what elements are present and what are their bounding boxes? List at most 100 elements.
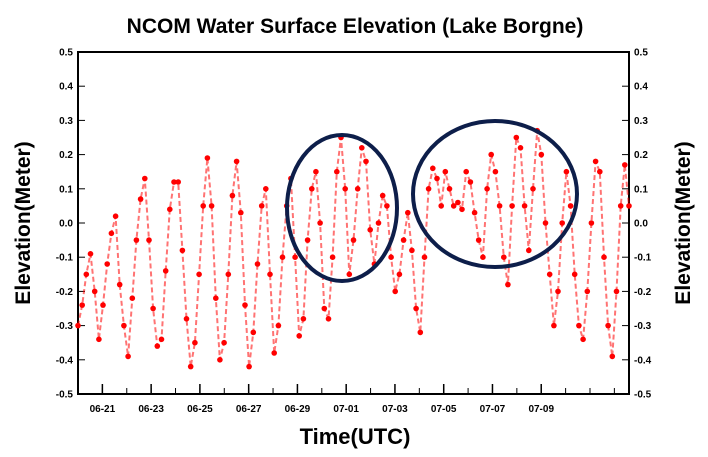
series-point	[509, 203, 515, 209]
series-point	[475, 237, 482, 243]
series-point	[200, 203, 206, 209]
y-axis-title-right: Elevation(Meter)	[672, 141, 695, 304]
series-point	[204, 155, 211, 161]
series-point	[542, 220, 549, 226]
y-tick-label-right: 0.4	[634, 82, 648, 93]
series-point	[350, 237, 357, 243]
y-axis-right: 0.5 0.4 0.3 0.2 0.1 0.0 -0.1 -0.2 -0.3 -0.4 -0.5	[622, 48, 652, 401]
x-tick-label: 07-01	[333, 404, 359, 415]
series-point	[580, 336, 586, 343]
series-point	[538, 151, 545, 158]
x-tick-label: 07-07	[480, 404, 506, 415]
series-point	[150, 305, 156, 312]
series-point	[238, 209, 244, 216]
series-point	[617, 203, 624, 209]
y-tick-label-right: 0.0	[634, 219, 648, 230]
series-point	[342, 186, 349, 192]
series-point	[250, 329, 257, 336]
y-tick-label-left: 0.5	[59, 48, 73, 59]
series-point	[325, 316, 332, 322]
series-point	[91, 288, 98, 295]
y-tick-label-right: -0.3	[634, 321, 652, 332]
annotation-ellipse	[411, 119, 579, 269]
series-point	[225, 271, 232, 278]
series-point	[167, 206, 173, 213]
series-point	[622, 162, 628, 168]
series-point	[450, 203, 457, 209]
series-point	[75, 322, 81, 329]
x-tick-label: 07-09	[528, 404, 554, 415]
x-tick-label: 06-23	[138, 404, 164, 415]
series-point	[626, 203, 632, 209]
y-tick-label-right: -0.1	[634, 253, 652, 264]
y-tick-label-left: -0.5	[56, 390, 74, 401]
x-axis: 06-21 06-23 06-25 06-27 06-29 07-01 07-03 07-05…	[77, 384, 615, 415]
series-point	[196, 271, 202, 278]
series-point	[104, 261, 110, 267]
series-point	[505, 281, 511, 288]
annotation-ellipse	[285, 133, 399, 283]
x-tick-label: 06-25	[187, 404, 213, 415]
series-point	[405, 209, 411, 216]
series-point	[154, 343, 161, 349]
series-point	[329, 254, 336, 260]
series-point	[263, 186, 269, 192]
y-tick-label-left: 0.0	[59, 219, 73, 230]
series-point	[246, 363, 252, 370]
series-point	[409, 247, 415, 254]
y-tick-label-right: 0.3	[634, 116, 648, 127]
x-tick-label: 06-27	[236, 404, 262, 415]
series-point	[354, 186, 361, 192]
series-point	[208, 203, 215, 209]
annotation-ellipses	[285, 119, 579, 283]
series-point	[162, 268, 169, 274]
series-point	[213, 295, 219, 302]
series-point	[367, 227, 374, 233]
series-point	[567, 203, 574, 209]
series-point	[442, 168, 449, 175]
series-point	[597, 168, 603, 175]
series-point	[187, 363, 194, 370]
y-tick-label-left: 0.2	[59, 150, 73, 161]
series-point	[517, 145, 524, 151]
series-point	[388, 254, 394, 260]
series-point	[359, 145, 365, 151]
series-point	[221, 339, 227, 346]
series-point	[459, 206, 465, 213]
series-point	[501, 254, 507, 260]
series-point	[137, 196, 144, 202]
series-point	[125, 353, 131, 360]
x-tick-label: 07-05	[431, 404, 457, 415]
series-point	[400, 237, 407, 243]
y-tick-label-left: -0.3	[56, 321, 74, 332]
series-point	[112, 213, 119, 219]
series-point	[233, 158, 240, 165]
series-point	[271, 350, 278, 356]
chart-title: NCOM Water Surface Elevation (Lake Borgn…	[127, 15, 584, 38]
series-point	[313, 168, 319, 175]
series-point	[321, 305, 328, 312]
series-point	[480, 254, 486, 260]
series-point	[158, 336, 165, 343]
series-point	[116, 281, 123, 288]
series-point	[492, 168, 499, 175]
series-point	[254, 261, 261, 267]
series-point	[192, 339, 198, 346]
series-point	[346, 271, 353, 278]
y-tick-label-right: 0.5	[634, 48, 648, 59]
series-point	[555, 288, 561, 295]
series-point	[421, 254, 428, 260]
series-point	[279, 254, 286, 260]
series-point	[396, 271, 403, 278]
series-point	[142, 175, 148, 182]
series-point	[488, 151, 495, 158]
x-axis-title: Time(UTC)	[300, 424, 411, 449]
series-point	[217, 357, 223, 363]
y-tick-label-right: -0.2	[634, 287, 652, 298]
series-point	[79, 302, 85, 308]
series-point	[438, 203, 445, 209]
y-tick-label-left: 0.4	[59, 82, 73, 93]
series-point	[392, 288, 399, 295]
series-point	[601, 254, 607, 260]
x-tick-label: 06-29	[285, 404, 311, 415]
